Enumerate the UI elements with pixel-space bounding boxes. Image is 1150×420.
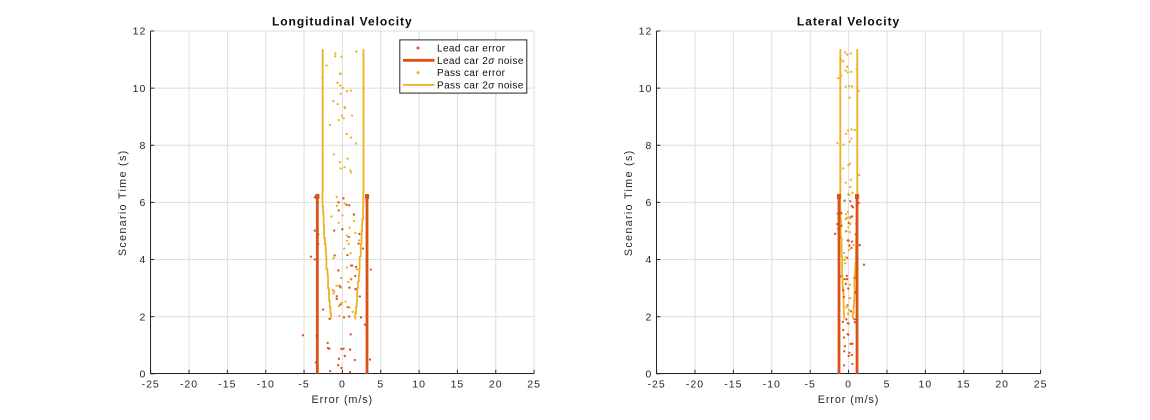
svg-text:25: 25 xyxy=(1034,378,1048,390)
svg-text:12: 12 xyxy=(639,26,653,38)
svg-text:Lead car 2σ noise: Lead car 2σ noise xyxy=(437,56,524,67)
svg-text:10: 10 xyxy=(639,83,653,95)
svg-text:Pass car error: Pass car error xyxy=(437,68,506,79)
svg-text:-20: -20 xyxy=(686,378,704,390)
svg-text:Pass car 2σ noise: Pass car 2σ noise xyxy=(437,80,524,91)
svg-text:10: 10 xyxy=(412,378,426,390)
svg-text:0: 0 xyxy=(645,369,652,381)
svg-text:0: 0 xyxy=(845,378,852,390)
svg-text:8: 8 xyxy=(645,140,652,152)
svg-text:Lead car error: Lead car error xyxy=(437,44,506,55)
svg-text:10: 10 xyxy=(133,83,147,95)
svg-text:-5: -5 xyxy=(805,378,816,390)
svg-text:Lateral Velocity: Lateral Velocity xyxy=(797,15,900,29)
svg-text:-25: -25 xyxy=(142,378,160,390)
svg-text:-10: -10 xyxy=(763,378,781,390)
svg-text:4: 4 xyxy=(645,254,652,266)
svg-text:15: 15 xyxy=(957,378,971,390)
svg-text:Error (m/s): Error (m/s) xyxy=(818,394,879,406)
svg-text:Scenario Time (s): Scenario Time (s) xyxy=(117,149,129,256)
svg-text:2: 2 xyxy=(139,311,146,323)
svg-text:-10: -10 xyxy=(257,378,275,390)
svg-text:Scenario Time (s): Scenario Time (s) xyxy=(623,149,635,256)
svg-text:0: 0 xyxy=(339,378,346,390)
svg-text:6: 6 xyxy=(139,197,146,209)
svg-text:Longitudinal Velocity: Longitudinal Velocity xyxy=(272,15,413,29)
svg-text:15: 15 xyxy=(451,378,465,390)
svg-text:-5: -5 xyxy=(298,378,309,390)
svg-text:0: 0 xyxy=(139,369,146,381)
svg-text:25: 25 xyxy=(527,378,541,390)
svg-text:10: 10 xyxy=(919,378,933,390)
svg-text:20: 20 xyxy=(995,378,1009,390)
svg-text:-15: -15 xyxy=(218,378,236,390)
svg-text:8: 8 xyxy=(139,140,146,152)
svg-text:6: 6 xyxy=(645,197,652,209)
svg-text:12: 12 xyxy=(133,26,147,38)
svg-text:20: 20 xyxy=(489,378,503,390)
svg-text:5: 5 xyxy=(884,378,891,390)
svg-text:-15: -15 xyxy=(724,378,742,390)
svg-text:5: 5 xyxy=(377,378,384,390)
svg-text:4: 4 xyxy=(139,254,146,266)
svg-text:-20: -20 xyxy=(180,378,198,390)
svg-text:Error (m/s): Error (m/s) xyxy=(312,394,373,406)
svg-text:2: 2 xyxy=(645,311,652,323)
svg-text:-25: -25 xyxy=(648,378,666,390)
